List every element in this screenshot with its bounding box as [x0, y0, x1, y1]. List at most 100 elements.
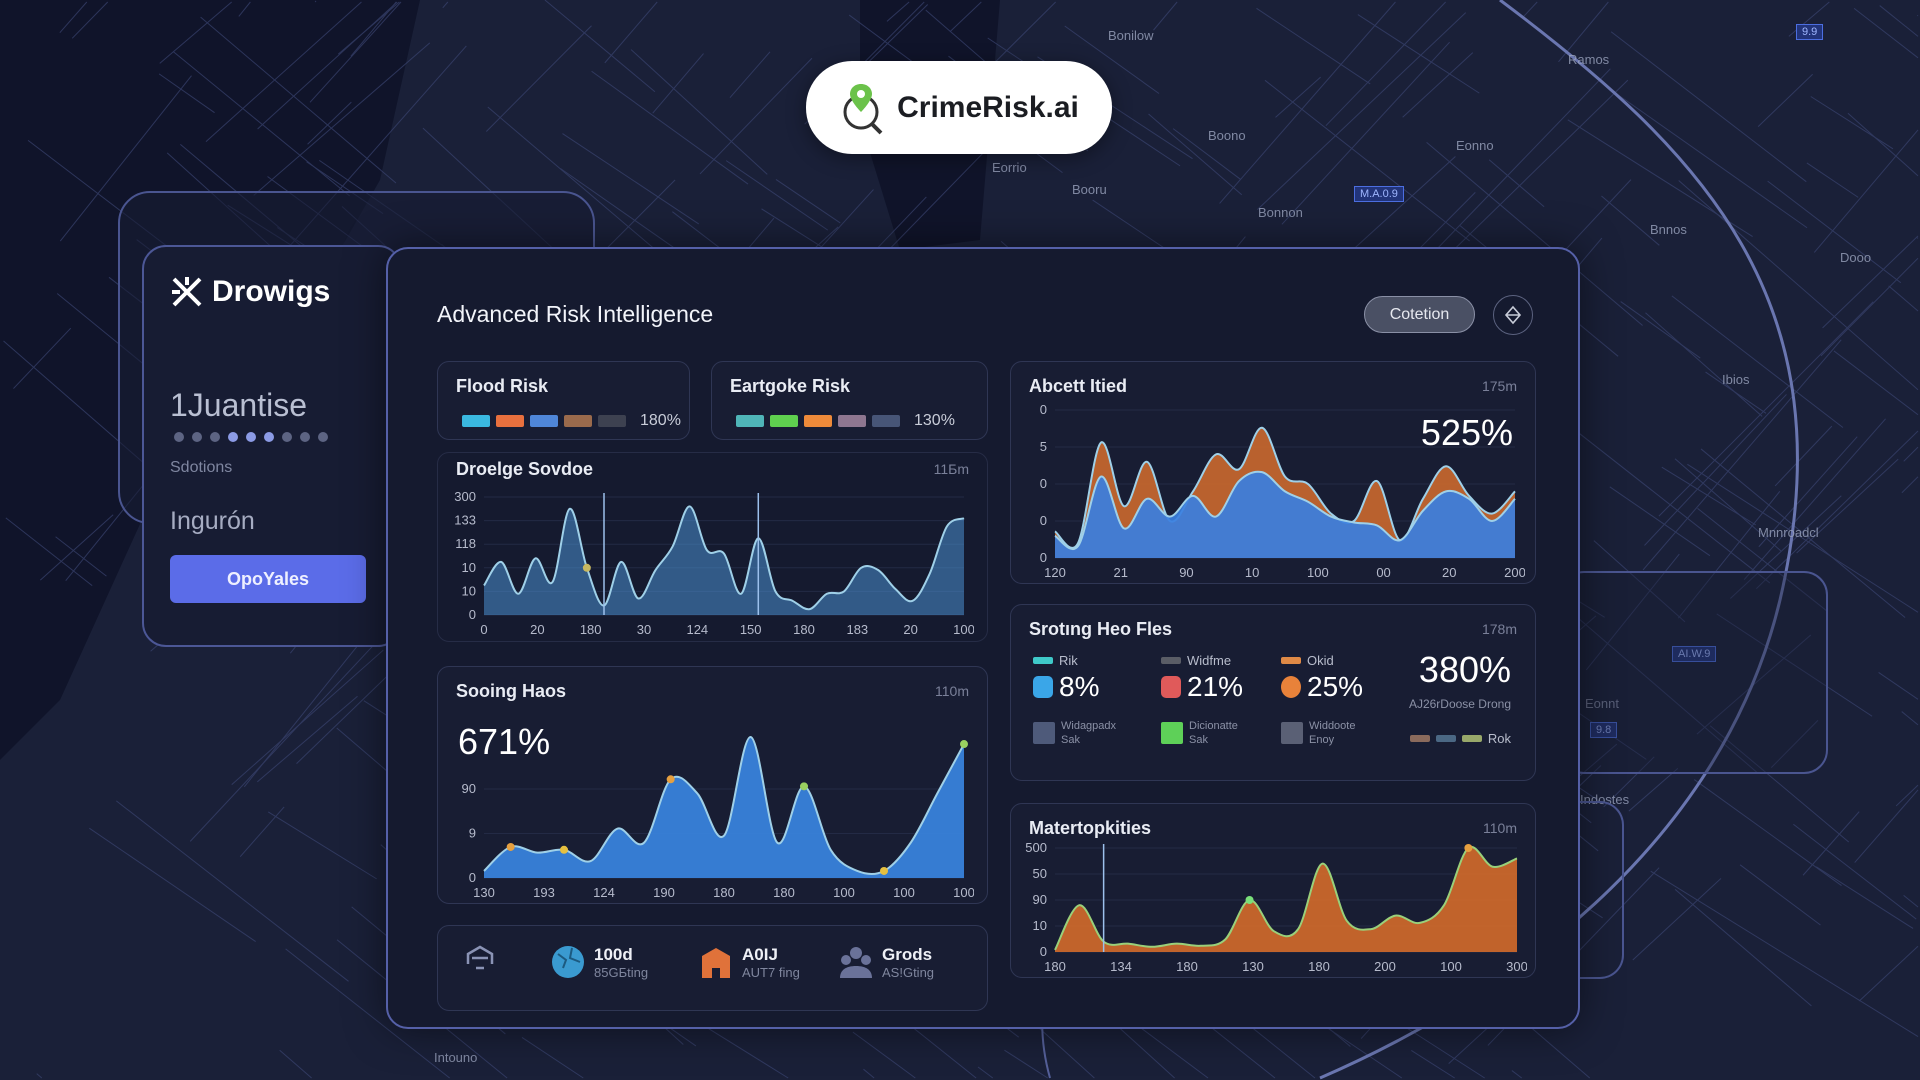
map-street — [1774, 425, 1833, 487]
map-street — [1879, 5, 1919, 37]
map-street — [1677, 491, 1781, 619]
cotetion-button[interactable]: Cotetion — [1364, 296, 1475, 333]
pagination-dot[interactable] — [300, 432, 310, 442]
map-badge[interactable]: 9.8 — [1590, 722, 1618, 738]
settings-circle-button[interactable] — [1493, 295, 1533, 335]
map-street — [725, 160, 829, 231]
map-street — [1822, 235, 1919, 329]
page-title: Advanced Risk Intelligence — [437, 301, 714, 327]
flood-swatch — [496, 415, 524, 427]
pagination-dots[interactable] — [174, 432, 328, 442]
map-street — [256, 695, 358, 783]
map-street — [852, 1031, 916, 1079]
pagination-dot[interactable] — [282, 432, 292, 442]
cta-button[interactable]: OpoYales — [170, 555, 366, 603]
data-marker[interactable] — [506, 842, 515, 851]
map-street — [1148, 113, 1243, 196]
x-tick-label: 180 — [1176, 959, 1198, 974]
stat-label: AS!Gting — [882, 964, 935, 980]
map-street — [1644, 394, 1787, 546]
flood-swatch — [462, 415, 490, 427]
soaking-value: 671% — [458, 721, 551, 762]
drainage-chart-card: Droelge Sovdoe 11Бm 300 133 118 10 10 0 0 20 180… — [437, 452, 988, 642]
map-label: Bonnon — [1258, 205, 1303, 220]
data-marker[interactable] — [560, 845, 568, 854]
map-street — [1895, 784, 1919, 807]
y-tick-label: 300 — [454, 489, 476, 504]
map-street — [442, 1, 449, 9]
x-tick-label: 100 — [893, 885, 915, 900]
pagination-dot[interactable] — [246, 432, 256, 442]
data-marker[interactable] — [582, 563, 591, 572]
sub-legend-item: Widdoote Enoy — [1281, 719, 1379, 747]
map-street — [116, 800, 349, 982]
y-tick-label: 0 — [469, 870, 476, 885]
pagination-dot[interactable] — [210, 432, 220, 442]
data-marker[interactable] — [1464, 844, 1473, 852]
map-street — [1256, 7, 1371, 85]
map-street — [1650, 870, 1919, 1038]
legend-dot — [1161, 676, 1181, 698]
x-tick-label: 180 — [713, 885, 735, 900]
pagination-dot[interactable] — [318, 432, 328, 442]
map-street — [59, 1, 88, 34]
flood-risk-card[interactable]: Flood Risk 180% — [437, 361, 690, 440]
data-marker[interactable] — [800, 782, 808, 791]
map-street — [39, 514, 114, 581]
map-street — [1426, 141, 1643, 326]
x-tick-label: 180 — [580, 622, 602, 637]
map-badge[interactable]: M.A.0.9 — [1354, 186, 1404, 202]
data-marker[interactable] — [1245, 896, 1254, 904]
sub-legend-label: Widdoote Enoy — [1309, 720, 1356, 746]
data-marker[interactable] — [960, 740, 968, 749]
pagination-dot[interactable] — [174, 432, 184, 442]
map-street — [1788, 1, 1830, 37]
maternity-meta: 110m — [1483, 820, 1517, 836]
crimerisk-logo-pill[interactable]: CrimeRisk.ai — [806, 61, 1112, 154]
map-label: Boono — [1208, 128, 1246, 143]
map-street — [1901, 476, 1919, 494]
risk-swatches: Rok — [1409, 731, 1511, 746]
side-brand-name: Drowigs — [212, 275, 331, 308]
map-street — [253, 42, 431, 196]
y-tick-label: 10 — [1033, 918, 1047, 933]
map-street — [544, 0, 656, 93]
y-tick-label: 10 — [462, 583, 476, 598]
data-marker[interactable] — [880, 866, 888, 875]
map-badge[interactable]: 9.9 — [1796, 24, 1824, 40]
x-tick-label: 00 — [1376, 565, 1390, 580]
series-line-drainage — [483, 505, 965, 611]
map-street — [1275, 76, 1321, 118]
map-street — [5, 517, 93, 587]
side-headline: 1Juantise — [170, 387, 307, 423]
map-street — [1756, 430, 1919, 590]
absent-title: Abcett Itied — [1029, 376, 1128, 396]
map-street — [1700, 448, 1906, 618]
x-tick-label: 130 — [1242, 959, 1264, 974]
x-tick-label: 200 — [1504, 565, 1525, 580]
pagination-dot[interactable] — [264, 432, 274, 442]
series-line-base — [1054, 470, 1516, 550]
map-street — [159, 1, 233, 64]
map-street — [521, 1036, 584, 1079]
map-street — [1793, 823, 1917, 920]
earthquake-risk-card[interactable]: Eartgoke Risk 130% — [711, 361, 988, 440]
pagination-dot[interactable] — [192, 432, 202, 442]
map-badge[interactable]: AI.W.9 — [1672, 646, 1717, 662]
x-tick-label: 124 — [686, 622, 708, 637]
flood-risk-value: 180% — [640, 412, 681, 429]
legend-swatch — [1281, 657, 1301, 664]
data-marker[interactable] — [666, 775, 675, 784]
y-tick-label: 0 — [1040, 476, 1047, 491]
map-street — [350, 1, 397, 57]
x-tick-label: 180 — [1044, 959, 1066, 974]
sub-legend-item: Widagpadx Sak — [1033, 719, 1131, 747]
map-street — [1730, 495, 1842, 599]
x-tick-label: 200 — [1374, 959, 1396, 974]
map-street — [238, 1, 251, 17]
pagination-dot[interactable] — [228, 432, 238, 442]
